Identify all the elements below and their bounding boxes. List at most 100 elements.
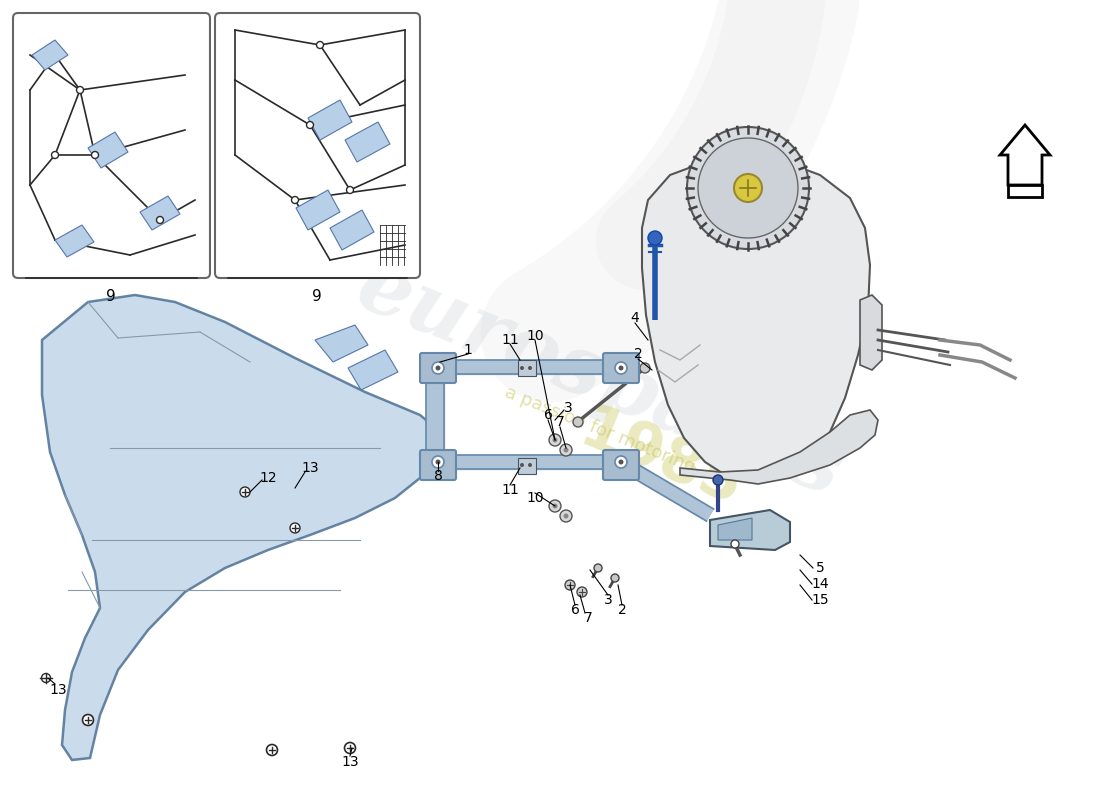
Text: 1985: 1985 <box>570 401 750 519</box>
Polygon shape <box>710 510 790 550</box>
Text: eurospares: eurospares <box>345 246 855 514</box>
Circle shape <box>436 459 440 465</box>
Circle shape <box>549 500 561 512</box>
Circle shape <box>156 217 164 223</box>
Polygon shape <box>42 295 438 760</box>
Bar <box>1008 185 1042 197</box>
Circle shape <box>91 151 99 158</box>
Circle shape <box>594 564 602 572</box>
Polygon shape <box>32 40 68 70</box>
Polygon shape <box>1000 125 1050 185</box>
Circle shape <box>573 417 583 427</box>
Circle shape <box>734 174 762 202</box>
Circle shape <box>563 447 569 453</box>
Text: 2: 2 <box>634 347 642 361</box>
Text: 11: 11 <box>502 333 519 347</box>
Polygon shape <box>860 295 882 370</box>
Polygon shape <box>348 350 398 390</box>
Polygon shape <box>616 456 714 521</box>
Text: a passion for motoring: a passion for motoring <box>502 383 697 477</box>
Circle shape <box>618 366 624 370</box>
Circle shape <box>436 366 440 370</box>
Circle shape <box>82 714 94 726</box>
Circle shape <box>240 487 250 497</box>
Circle shape <box>610 574 619 582</box>
Circle shape <box>52 151 58 158</box>
Circle shape <box>552 438 558 442</box>
FancyBboxPatch shape <box>13 13 210 278</box>
Text: 8: 8 <box>433 469 442 483</box>
Circle shape <box>266 745 277 755</box>
Polygon shape <box>308 100 352 140</box>
Text: 12: 12 <box>260 471 277 485</box>
Circle shape <box>77 86 84 94</box>
Text: 10: 10 <box>526 329 543 343</box>
Circle shape <box>528 366 532 370</box>
Text: 15: 15 <box>811 593 828 607</box>
Text: 7: 7 <box>584 611 593 625</box>
Circle shape <box>563 514 569 518</box>
Text: 13: 13 <box>341 755 359 769</box>
Polygon shape <box>680 410 878 484</box>
FancyBboxPatch shape <box>420 450 456 480</box>
Circle shape <box>560 510 572 522</box>
Polygon shape <box>642 158 870 482</box>
Circle shape <box>344 742 355 754</box>
Text: 2: 2 <box>617 603 626 617</box>
Polygon shape <box>88 132 128 168</box>
Polygon shape <box>55 225 94 257</box>
Text: 5: 5 <box>815 561 824 575</box>
Bar <box>518 360 536 376</box>
Circle shape <box>520 463 524 467</box>
Text: 10: 10 <box>526 491 543 505</box>
Circle shape <box>552 503 558 509</box>
Text: 3: 3 <box>563 401 572 415</box>
Circle shape <box>290 523 300 533</box>
Text: 13: 13 <box>50 683 67 697</box>
Circle shape <box>618 459 624 465</box>
Circle shape <box>307 122 314 129</box>
Circle shape <box>713 475 723 485</box>
Text: 3: 3 <box>604 593 613 607</box>
Polygon shape <box>718 518 752 540</box>
Circle shape <box>578 587 587 597</box>
Circle shape <box>432 362 444 374</box>
Bar <box>518 458 536 474</box>
Text: 4: 4 <box>630 311 639 325</box>
Circle shape <box>688 127 808 249</box>
Text: 6: 6 <box>571 603 580 617</box>
Polygon shape <box>345 122 390 162</box>
FancyBboxPatch shape <box>603 353 639 383</box>
Circle shape <box>528 463 532 467</box>
Text: 6: 6 <box>543 408 552 422</box>
Circle shape <box>317 42 323 49</box>
Polygon shape <box>296 190 340 230</box>
Text: 1: 1 <box>463 343 472 357</box>
Circle shape <box>615 362 627 374</box>
Text: 14: 14 <box>811 577 828 591</box>
Text: 7: 7 <box>556 415 564 429</box>
Polygon shape <box>330 210 374 250</box>
Circle shape <box>549 434 561 446</box>
FancyBboxPatch shape <box>214 13 420 278</box>
Circle shape <box>732 540 739 548</box>
Polygon shape <box>315 325 368 362</box>
Text: 11: 11 <box>502 483 519 497</box>
Text: 13: 13 <box>301 461 319 475</box>
Circle shape <box>615 456 627 468</box>
Circle shape <box>292 197 298 203</box>
FancyBboxPatch shape <box>603 450 639 480</box>
Circle shape <box>698 138 798 238</box>
Circle shape <box>346 186 353 194</box>
Circle shape <box>42 674 51 682</box>
Circle shape <box>565 580 575 590</box>
Polygon shape <box>140 196 180 230</box>
Circle shape <box>432 456 444 468</box>
FancyBboxPatch shape <box>420 353 456 383</box>
Text: 9: 9 <box>312 289 322 304</box>
Circle shape <box>520 366 524 370</box>
Circle shape <box>640 363 650 373</box>
Text: 9: 9 <box>106 289 116 304</box>
Circle shape <box>560 444 572 456</box>
Circle shape <box>648 231 662 245</box>
